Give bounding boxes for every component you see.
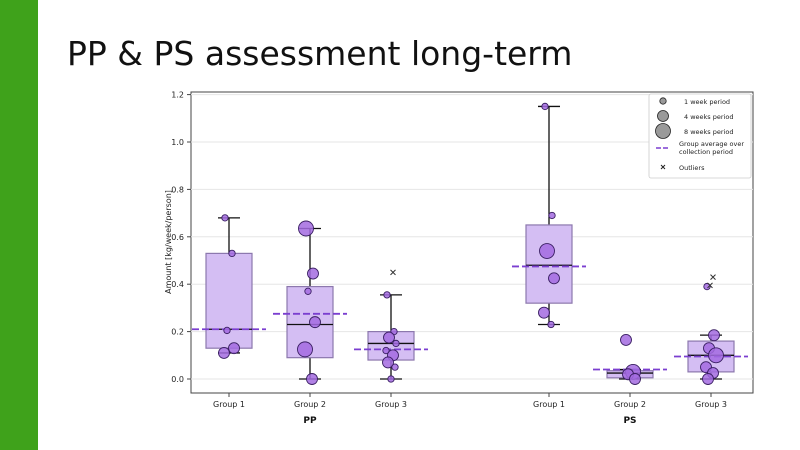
legend-marker <box>659 97 667 105</box>
legend-label: Outliers <box>679 164 705 172</box>
y-tick-label: 0.8 <box>171 185 184 194</box>
x-tick-label: Group 3 <box>375 400 407 409</box>
y-tick-label: 1.0 <box>171 138 184 147</box>
outlier-marker <box>707 282 713 289</box>
box-group-pp-group-2 <box>273 220 347 385</box>
data-point <box>392 339 400 348</box>
slide-title: PP & PS assessment long-term <box>67 34 573 73</box>
x-tick-label: Group 1 <box>533 400 565 409</box>
box-group-ps-group-3 <box>674 274 748 385</box>
box-group-ps-group-1 <box>512 102 586 329</box>
y-tick-label: 1.2 <box>171 91 184 100</box>
x-tick-label: Group 3 <box>695 400 727 409</box>
data-point <box>702 373 714 385</box>
data-point <box>297 341 313 358</box>
x-tick-label: Group 2 <box>614 400 646 409</box>
data-point <box>228 342 240 355</box>
outlier-marker <box>710 274 716 280</box>
data-point <box>298 220 314 237</box>
box-group-ps-group-3 <box>354 269 428 383</box>
legend-box <box>648 93 752 179</box>
legend-label: 1 week period <box>684 98 730 106</box>
data-point <box>382 346 390 355</box>
box-group-pp-group-1 <box>192 214 266 359</box>
legend-marker <box>657 110 669 122</box>
data-point <box>221 214 229 222</box>
box <box>205 252 253 349</box>
section-label-pp: PP <box>303 416 317 426</box>
data-point <box>218 346 230 359</box>
data-point <box>383 291 391 299</box>
data-point <box>309 316 321 329</box>
legend-label: Group average over collection period <box>679 140 744 156</box>
legend-label: 4 weeks period <box>684 113 733 121</box>
data-point <box>538 306 550 319</box>
box <box>525 224 573 304</box>
data-point <box>304 287 312 295</box>
data-point <box>703 282 711 291</box>
y-tick-label: 0.0 <box>171 375 184 384</box>
data-point <box>391 363 399 371</box>
data-point <box>228 249 236 258</box>
data-point <box>708 347 724 364</box>
legend-label: 8 weeks period <box>684 128 733 136</box>
x-tick-label: Group 1 <box>213 400 245 409</box>
data-point <box>387 375 395 383</box>
data-point <box>708 329 720 342</box>
data-point <box>541 102 549 111</box>
data-point <box>307 267 319 280</box>
data-point <box>548 211 556 220</box>
data-point <box>383 331 395 344</box>
data-point <box>306 373 318 385</box>
data-point <box>620 333 632 346</box>
box-group-ps-group-2 <box>593 333 667 385</box>
y-tick-label: 0.6 <box>171 233 184 242</box>
data-point <box>539 243 555 259</box>
outlier-marker <box>390 269 396 276</box>
data-point <box>629 373 641 385</box>
legend: 1 week period 4 weeks period 8 weeks perio… <box>648 93 752 179</box>
section-label-ps: PS <box>623 416 636 426</box>
legend-outlier-marker <box>660 164 666 170</box>
data-point <box>547 320 555 329</box>
y-axis-label: Amount [kg/week/person] <box>164 190 173 294</box>
accent-bar <box>0 0 38 450</box>
y-tick-label: 0.4 <box>171 280 184 289</box>
y-tick-label: 0.2 <box>171 328 184 337</box>
data-point <box>382 356 394 369</box>
x-tick-label: Group 2 <box>294 400 326 409</box>
legend-marker <box>655 123 671 139</box>
data-point <box>548 272 560 285</box>
data-point <box>223 326 231 335</box>
